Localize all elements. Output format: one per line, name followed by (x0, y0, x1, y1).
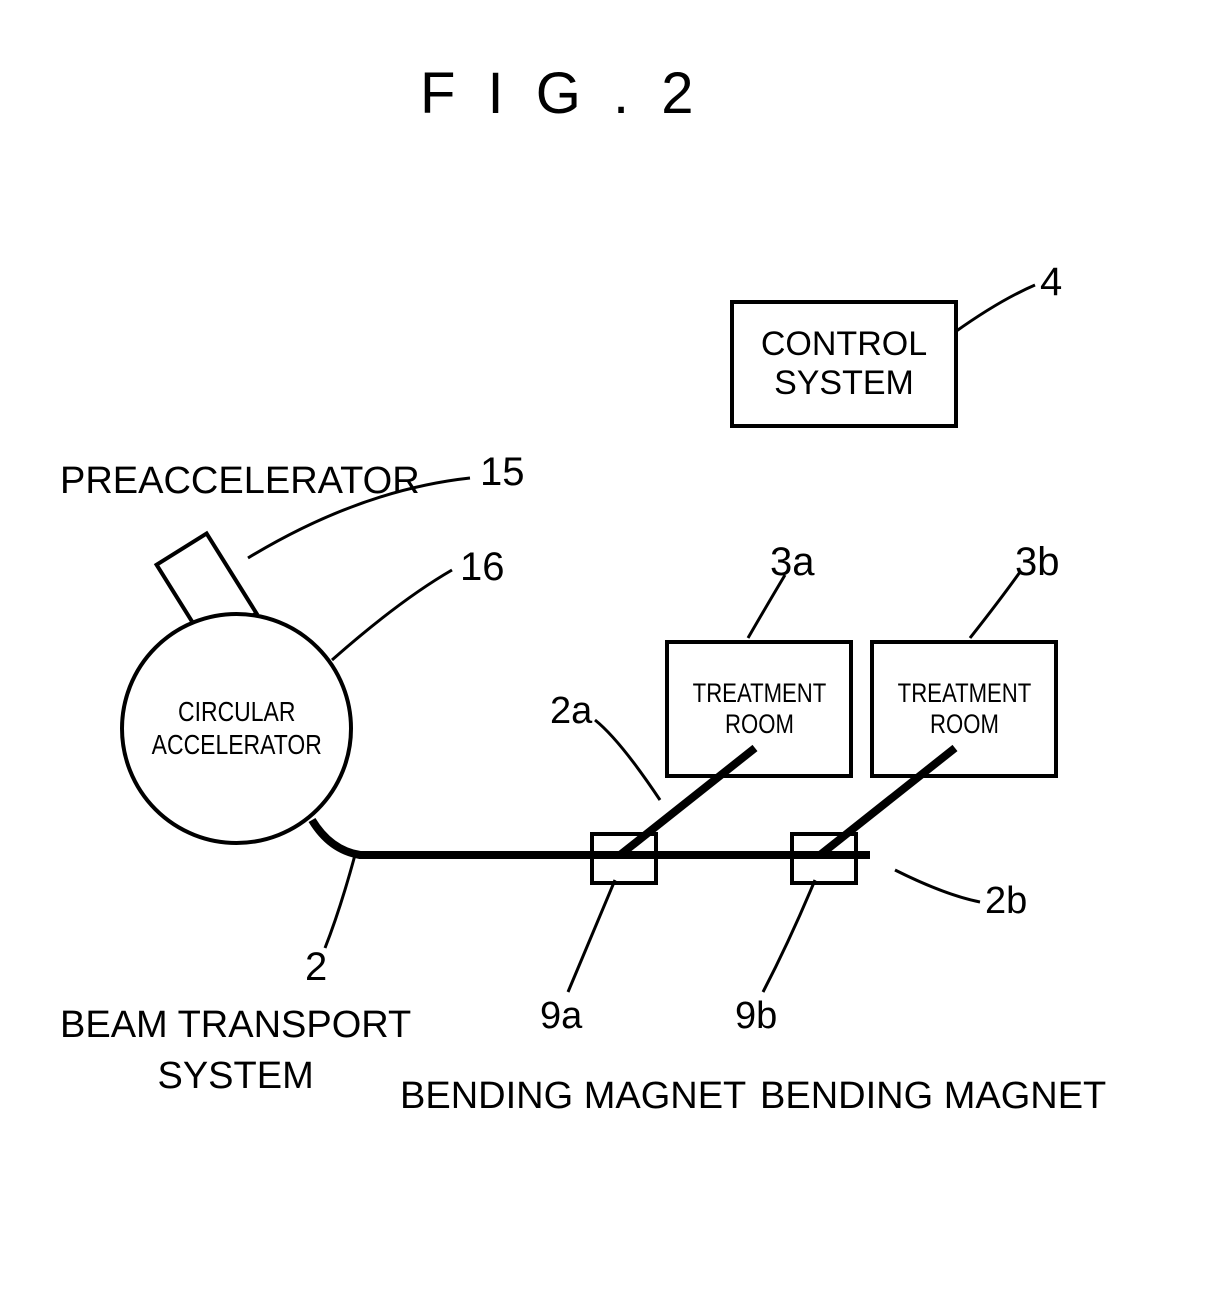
ref-3a: 3a (770, 540, 815, 585)
control-system-label: CONTROL SYSTEM (761, 325, 927, 403)
ref-9a: 9a (540, 995, 582, 1038)
ref-3b: 3b (1015, 540, 1060, 585)
figure-title: F I G . 2 (420, 60, 702, 127)
ref-15: 15 (480, 450, 525, 495)
bending-magnet-a-label: BENDING MAGNET (400, 1075, 746, 1118)
treatment-room-a: TREATMENT ROOM (665, 640, 853, 778)
treatment-room-b-label: TREATMENT ROOM (897, 678, 1031, 740)
beam-transport-label: BEAM TRANSPORT SYSTEM (60, 1000, 411, 1103)
figure-canvas: F I G . 2 CONTROL SYSTEM 4 PREACCELERATO… (0, 0, 1209, 1292)
ref-2b: 2b (985, 880, 1027, 923)
ref-2a: 2a (550, 690, 592, 733)
bending-magnet-a-box (590, 832, 658, 885)
ref-16: 16 (460, 545, 505, 590)
ref-9b: 9b (735, 995, 777, 1038)
treatment-room-b: TREATMENT ROOM (870, 640, 1058, 778)
bending-magnet-b-label: BENDING MAGNET (760, 1075, 1106, 1118)
bending-magnet-b-box (790, 832, 858, 885)
treatment-room-a-label: TREATMENT ROOM (692, 678, 826, 740)
circular-accelerator-label: CIRCULAR ACCELERATOR (151, 696, 321, 760)
preaccelerator-label: PREACCELERATOR (60, 460, 420, 503)
ref-2: 2 (305, 945, 327, 990)
control-system-box: CONTROL SYSTEM (730, 300, 958, 428)
circular-accelerator: CIRCULAR ACCELERATOR (120, 612, 353, 845)
ref-4: 4 (1040, 260, 1062, 305)
